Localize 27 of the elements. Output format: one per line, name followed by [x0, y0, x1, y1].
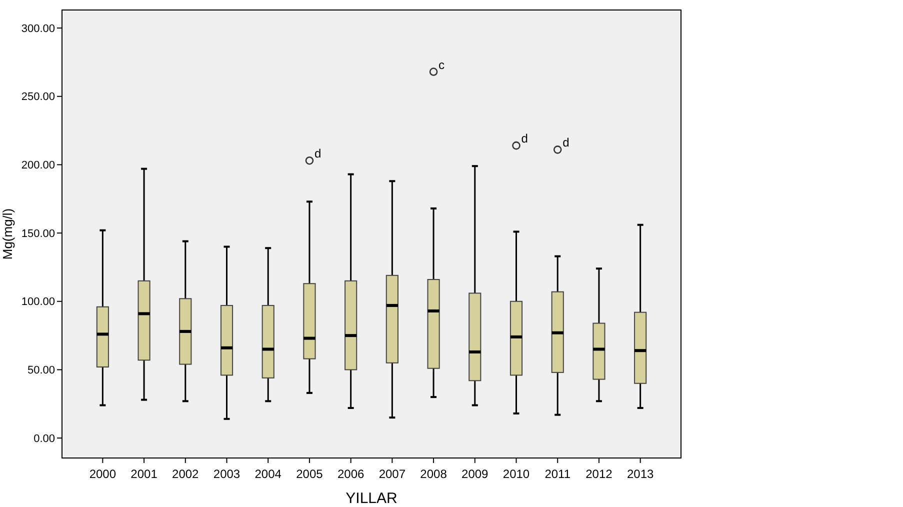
annotation: c	[438, 58, 445, 72]
x-tick-label: 2013	[626, 467, 654, 481]
x-tick-label: 2007	[378, 467, 406, 481]
x-axis-title: YILLAR	[346, 490, 398, 507]
y-tick-label: 50.00	[27, 364, 55, 377]
x-tick-label: 2002	[172, 467, 200, 481]
x-tick-label: 2011	[544, 467, 571, 481]
y-axis-title: Mg(mg/l)	[0, 208, 15, 260]
y-tick-label: 200.00	[21, 160, 55, 172]
x-tick-label: 2001	[130, 467, 158, 481]
y-tick-label: 250.00	[21, 91, 55, 104]
y-tick-label: 100.00	[21, 296, 55, 308]
x-tick-label: 2008	[420, 467, 448, 481]
annotation: d	[562, 136, 570, 150]
x-tick-label: 2012	[586, 467, 613, 481]
x-tick-label: 2005	[296, 467, 324, 481]
y-tick-label: 0.00	[34, 432, 55, 445]
annotation: d	[314, 146, 322, 161]
x-tick-label: 2000	[89, 467, 116, 481]
annotation: d	[521, 132, 528, 146]
x-tick-label: 2009	[462, 467, 489, 481]
y-tick-label: 300.00	[21, 22, 55, 35]
x-tick-label: 2010	[502, 467, 530, 481]
x-tick-label: 2006	[337, 467, 364, 481]
x-tick-label: 2003	[213, 467, 240, 481]
y-tick-label: 150.00	[21, 228, 55, 240]
x-tick-label: 2004	[254, 467, 282, 481]
